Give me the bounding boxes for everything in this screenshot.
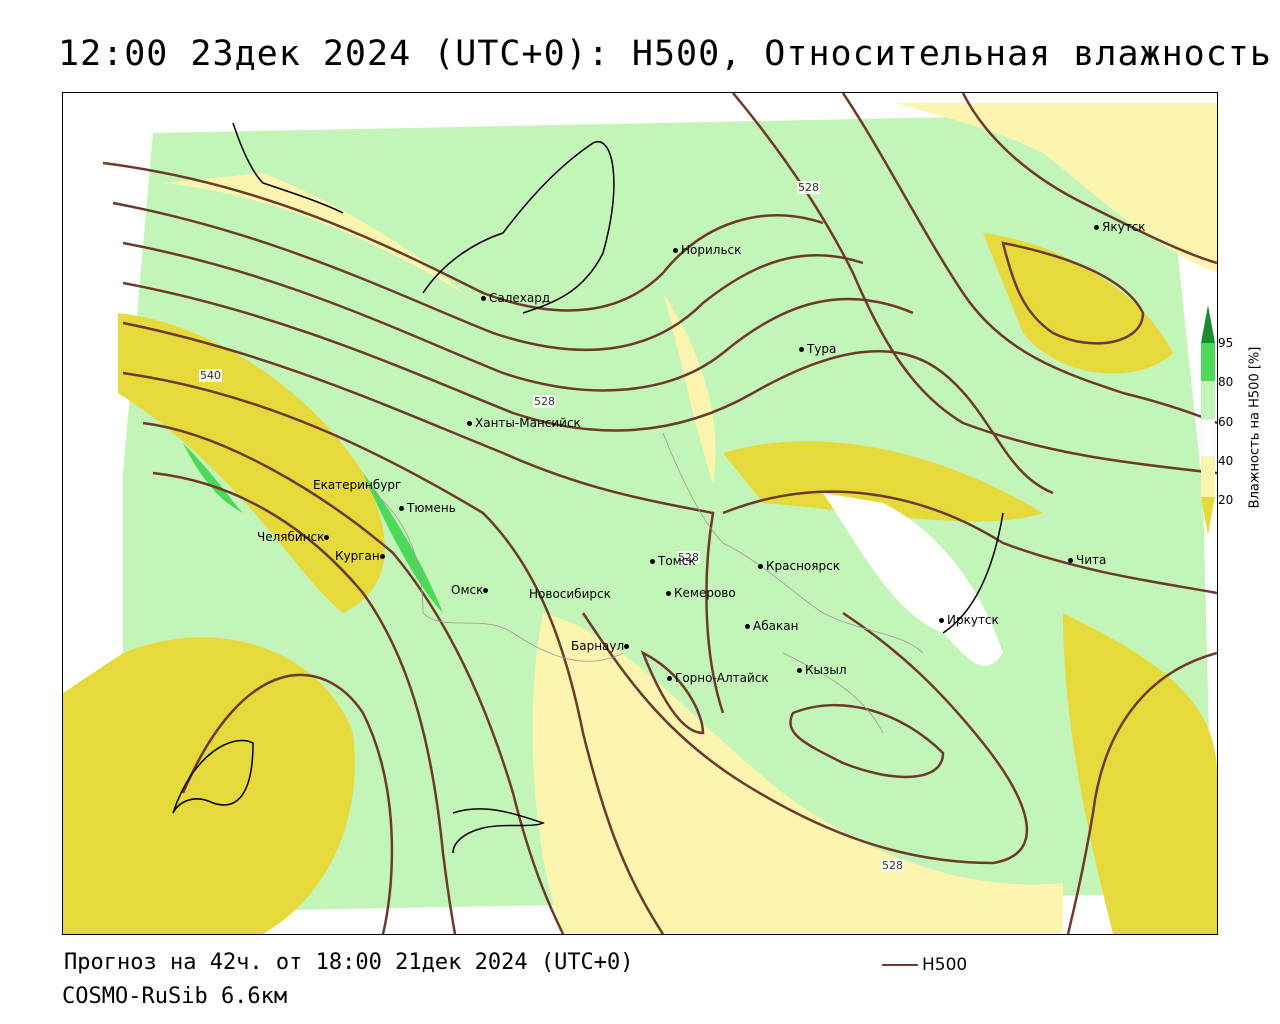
city-dot-icon: [745, 624, 750, 629]
weather-map[interactable]: 528 540 528 528 528 Якутск Норильск Сале…: [62, 92, 1218, 935]
city-krasnoyarsk[interactable]: Красноярск: [758, 559, 840, 573]
contour-label: 528: [881, 859, 904, 872]
city-barnaul[interactable]: Барнаул: [571, 639, 632, 653]
city-label: Кызыл: [805, 663, 847, 677]
city-label: Тура: [807, 342, 837, 356]
coastlines: [172, 122, 1004, 854]
city-label: Томск: [658, 554, 696, 568]
city-salekhard[interactable]: Салехард: [481, 291, 550, 305]
colorbar-tick: 80: [1218, 375, 1234, 389]
city-novosibirsk[interactable]: Новосибирск: [529, 587, 611, 601]
forecast-info: Прогноз на 42ч. от 18:00 21дек 2024 (UTC…: [64, 950, 634, 975]
city-dot-icon: [624, 644, 630, 649]
city-label: Кемерово: [674, 586, 736, 600]
city-ekaterinburg[interactable]: Екатеринбург: [313, 478, 401, 492]
city-yakutsk[interactable]: Якутск: [1094, 220, 1146, 234]
city-dot-icon: [650, 559, 655, 564]
model-name: COSMO-RuSib 6.6км: [62, 984, 288, 1009]
city-irkutsk[interactable]: Иркутск: [939, 613, 999, 627]
city-dot-icon: [667, 676, 672, 681]
city-label: Норильск: [681, 243, 742, 257]
city-kemerovo[interactable]: Кемерово: [666, 586, 736, 600]
city-dot-icon: [758, 564, 763, 569]
colorbar-tick: 95: [1218, 336, 1234, 350]
city-kurgan[interactable]: Курган: [335, 549, 388, 563]
city-label: Челябинск: [257, 530, 325, 544]
city-gorno-altaysk[interactable]: Горно-Алтайск: [667, 671, 769, 685]
city-tomsk[interactable]: Томск: [650, 554, 696, 568]
city-label: Омск: [451, 583, 484, 597]
city-dot-icon: [673, 248, 678, 253]
city-chelyabinsk[interactable]: Челябинск: [257, 530, 332, 544]
city-tura[interactable]: Тура: [799, 342, 836, 356]
contour-label: 540: [199, 369, 222, 382]
colorbar-tick: 40: [1218, 454, 1234, 468]
city-omsk[interactable]: Омск: [451, 583, 491, 597]
city-label: Тюмень: [407, 501, 456, 515]
map-canvas: [63, 93, 1217, 934]
city-dot-icon: [797, 668, 802, 673]
colorbar-ticks: 95 80 60 40 20: [1218, 305, 1248, 535]
city-label: Якутск: [1102, 220, 1146, 234]
colorbar-label: Влажность на H500 [%]: [1247, 346, 1263, 509]
legend: H500: [882, 955, 967, 975]
city-label: Горно-Алтайск: [675, 671, 769, 685]
map-title: 12:00 23дек 2024 (UTC+0): H500, Относите…: [58, 34, 1272, 74]
city-dot-icon: [666, 591, 671, 596]
city-abakan[interactable]: Абакан: [745, 619, 798, 633]
city-dot-icon: [1094, 225, 1099, 230]
city-dot-icon: [481, 296, 486, 301]
contour-label: 528: [533, 395, 556, 408]
city-khanty-mansiysk[interactable]: Ханты-Мансийск: [467, 416, 581, 430]
city-label: Чита: [1076, 553, 1107, 567]
city-label: Ханты-Мансийск: [475, 416, 581, 430]
colorbar-tick: 20: [1218, 493, 1234, 507]
city-label: Курган: [335, 549, 380, 563]
city-dot-icon: [1068, 558, 1073, 563]
city-dot-icon: [324, 535, 330, 540]
city-dot-icon: [483, 588, 489, 593]
humidity-field-light-green: [123, 113, 1213, 913]
h500-contours: [102, 93, 1217, 934]
city-label: Барнаул: [571, 639, 625, 653]
city-label: Новосибирск: [529, 587, 611, 601]
contour-label: 528: [797, 181, 820, 194]
city-label: Иркутск: [947, 613, 999, 627]
legend-label: H500: [922, 955, 968, 975]
city-dot-icon: [379, 554, 385, 559]
city-label: Екатеринбург: [313, 478, 402, 492]
humidity-field-yellow: [118, 313, 385, 613]
city-label: Абакан: [753, 619, 799, 633]
city-norilsk[interactable]: Норильск: [673, 243, 741, 257]
city-label: Салехард: [489, 291, 551, 305]
city-dot-icon: [399, 506, 404, 511]
region-borders: [362, 432, 924, 734]
city-label: Красноярск: [766, 559, 840, 573]
city-dot-icon: [467, 421, 472, 426]
city-kyzyl[interactable]: Кызыл: [797, 663, 847, 677]
city-chita[interactable]: Чита: [1068, 553, 1106, 567]
colorbar-tick: 60: [1218, 415, 1234, 429]
humidity-colorbar: [1201, 305, 1215, 535]
city-dot-icon: [799, 347, 804, 352]
contour-label: 528: [677, 551, 700, 564]
city-tyumen[interactable]: Тюмень: [399, 501, 456, 515]
city-dot-icon: [939, 618, 944, 623]
legend-line-icon: [882, 964, 918, 966]
